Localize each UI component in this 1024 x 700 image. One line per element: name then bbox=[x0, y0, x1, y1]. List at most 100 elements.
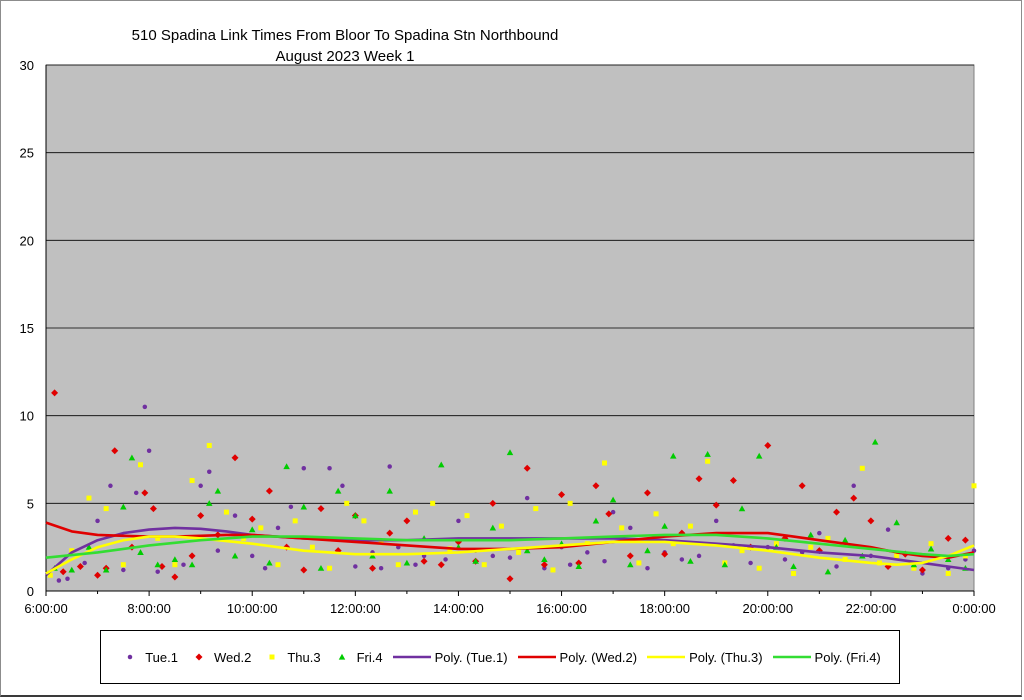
data-point-wed-2 bbox=[437, 561, 445, 569]
x-tick-label: 20:00:00 bbox=[742, 601, 793, 616]
data-point-tue-1 bbox=[920, 571, 925, 576]
data-point-tue-1 bbox=[679, 557, 685, 562]
data-point-thu-3 bbox=[47, 572, 53, 578]
data-point-wed-2 bbox=[149, 505, 157, 513]
data-point-fri-4 bbox=[248, 526, 256, 533]
trendline-poly-fri-4 bbox=[45, 533, 975, 559]
data-point-tue-1 bbox=[782, 557, 788, 562]
data-point-thu-3 bbox=[412, 509, 418, 515]
data-point-thu-3 bbox=[206, 442, 212, 448]
data-point-tue-1 bbox=[834, 564, 839, 569]
data-point-tue-1 bbox=[507, 555, 513, 560]
data-point-tue-1 bbox=[288, 504, 294, 510]
data-point-fri-4 bbox=[523, 547, 531, 554]
data-point-thu-3 bbox=[464, 513, 470, 519]
data-point-tue-1 bbox=[121, 567, 126, 573]
data-point-tue-1 bbox=[585, 550, 590, 555]
data-point-wed-2 bbox=[661, 550, 669, 558]
data-point-thu-3 bbox=[292, 518, 298, 524]
data-point-wed-2 bbox=[171, 573, 179, 581]
legend-swatch bbox=[517, 655, 556, 659]
data-point-tue-1 bbox=[885, 527, 891, 532]
data-point-fri-4 bbox=[687, 557, 694, 564]
data-point-tue-1 bbox=[181, 562, 186, 567]
data-point-thu-3 bbox=[103, 506, 109, 512]
y-tick-label: 25 bbox=[20, 146, 34, 161]
data-point-wed-2 bbox=[248, 515, 256, 523]
data-point-tue-1 bbox=[851, 483, 856, 489]
data-point-fri-4 bbox=[472, 557, 479, 564]
data-point-tue-1 bbox=[155, 569, 160, 574]
data-point-wed-2 bbox=[833, 508, 841, 516]
data-point-thu-3 bbox=[653, 511, 659, 517]
trendline-poly-thu-3 bbox=[45, 535, 975, 575]
data-point-thu-3 bbox=[172, 562, 178, 568]
data-point-wed-2 bbox=[643, 489, 651, 497]
data-point-thu-3 bbox=[550, 567, 556, 573]
legend-item: Thu.3 bbox=[261, 650, 321, 665]
legend-swatch bbox=[338, 653, 345, 660]
series-thu-3 bbox=[47, 442, 977, 578]
data-point-wed-2 bbox=[867, 517, 875, 525]
data-point-wed-2 bbox=[141, 489, 149, 497]
data-point-thu-3 bbox=[430, 500, 436, 506]
data-point-tue-1 bbox=[56, 578, 62, 583]
data-point-tue-1 bbox=[628, 525, 633, 531]
chart-title-block: 510 Spadina Link Times From Bloor To Spa… bbox=[95, 25, 595, 67]
data-point-tue-1 bbox=[378, 565, 384, 571]
data-point-wed-2 bbox=[59, 568, 67, 576]
data-point-thu-3 bbox=[791, 570, 797, 576]
data-point-thu-3 bbox=[687, 523, 693, 529]
y-tick-label: 5 bbox=[27, 496, 34, 511]
data-point-tue-1 bbox=[198, 483, 203, 489]
data-point-fri-4 bbox=[214, 487, 222, 494]
data-point-thu-3 bbox=[361, 518, 367, 524]
data-point-thu-3 bbox=[567, 500, 573, 506]
legend-label: Fri.4 bbox=[356, 649, 383, 665]
data-point-tue-1 bbox=[275, 525, 281, 531]
data-point-tue-1 bbox=[327, 466, 332, 471]
data-point-thu-3 bbox=[327, 565, 333, 571]
data-point-wed-2 bbox=[51, 389, 59, 397]
data-point-tue-1 bbox=[817, 530, 822, 536]
data-point-tue-1 bbox=[542, 565, 547, 571]
legend-swatch bbox=[127, 654, 133, 660]
data-point-tue-1 bbox=[490, 553, 496, 559]
data-point-wed-2 bbox=[605, 510, 613, 518]
data-point-tue-1 bbox=[207, 469, 212, 475]
legend-swatch bbox=[647, 655, 686, 659]
legend-label: Wed.2 bbox=[213, 649, 252, 665]
data-point-thu-3 bbox=[189, 478, 195, 484]
data-point-thu-3 bbox=[344, 500, 350, 506]
data-point-wed-2 bbox=[712, 501, 720, 509]
data-point-tue-1 bbox=[82, 560, 87, 566]
data-point-thu-3 bbox=[911, 565, 917, 571]
axes: 0 5 10 15 20 25 30 6:00:00 8:00:00 10:00:00 12:00:… bbox=[20, 58, 996, 616]
data-point-fri-4 bbox=[841, 536, 849, 543]
data-point-wed-2 bbox=[626, 552, 634, 560]
legend-item: Poly. (Wed.2) bbox=[517, 650, 637, 665]
chart-title: 510 Spadina Link Times From Bloor To Spa… bbox=[131, 27, 559, 44]
x-tick-label: 0:00:00 bbox=[952, 601, 995, 616]
data-point-thu-3 bbox=[378, 539, 384, 545]
data-point-wed-2 bbox=[540, 561, 548, 569]
data-point-wed-2 bbox=[489, 499, 497, 507]
data-point-wed-2 bbox=[231, 454, 239, 462]
data-point-wed-2 bbox=[300, 566, 308, 574]
data-point-fri-4 bbox=[334, 487, 342, 494]
data-point-fri-4 bbox=[755, 452, 763, 459]
legend-label: Poly. (Tue.1) bbox=[434, 649, 508, 665]
x-tick-label: 8:00:00 bbox=[127, 601, 170, 616]
data-point-fri-4 bbox=[506, 449, 514, 456]
data-point-fri-4 bbox=[824, 568, 832, 575]
data-point-tue-1 bbox=[387, 464, 392, 469]
data-point-thu-3 bbox=[705, 458, 711, 464]
data-point-thu-3 bbox=[155, 535, 161, 541]
gridlines bbox=[46, 64, 974, 504]
data-point-thu-3 bbox=[825, 535, 831, 541]
data-point-fri-4 bbox=[592, 517, 600, 524]
data-point-fri-4 bbox=[352, 512, 359, 519]
data-point-wed-2 bbox=[317, 505, 325, 513]
data-point-fri-4 bbox=[670, 452, 677, 459]
data-point-wed-2 bbox=[798, 482, 806, 490]
